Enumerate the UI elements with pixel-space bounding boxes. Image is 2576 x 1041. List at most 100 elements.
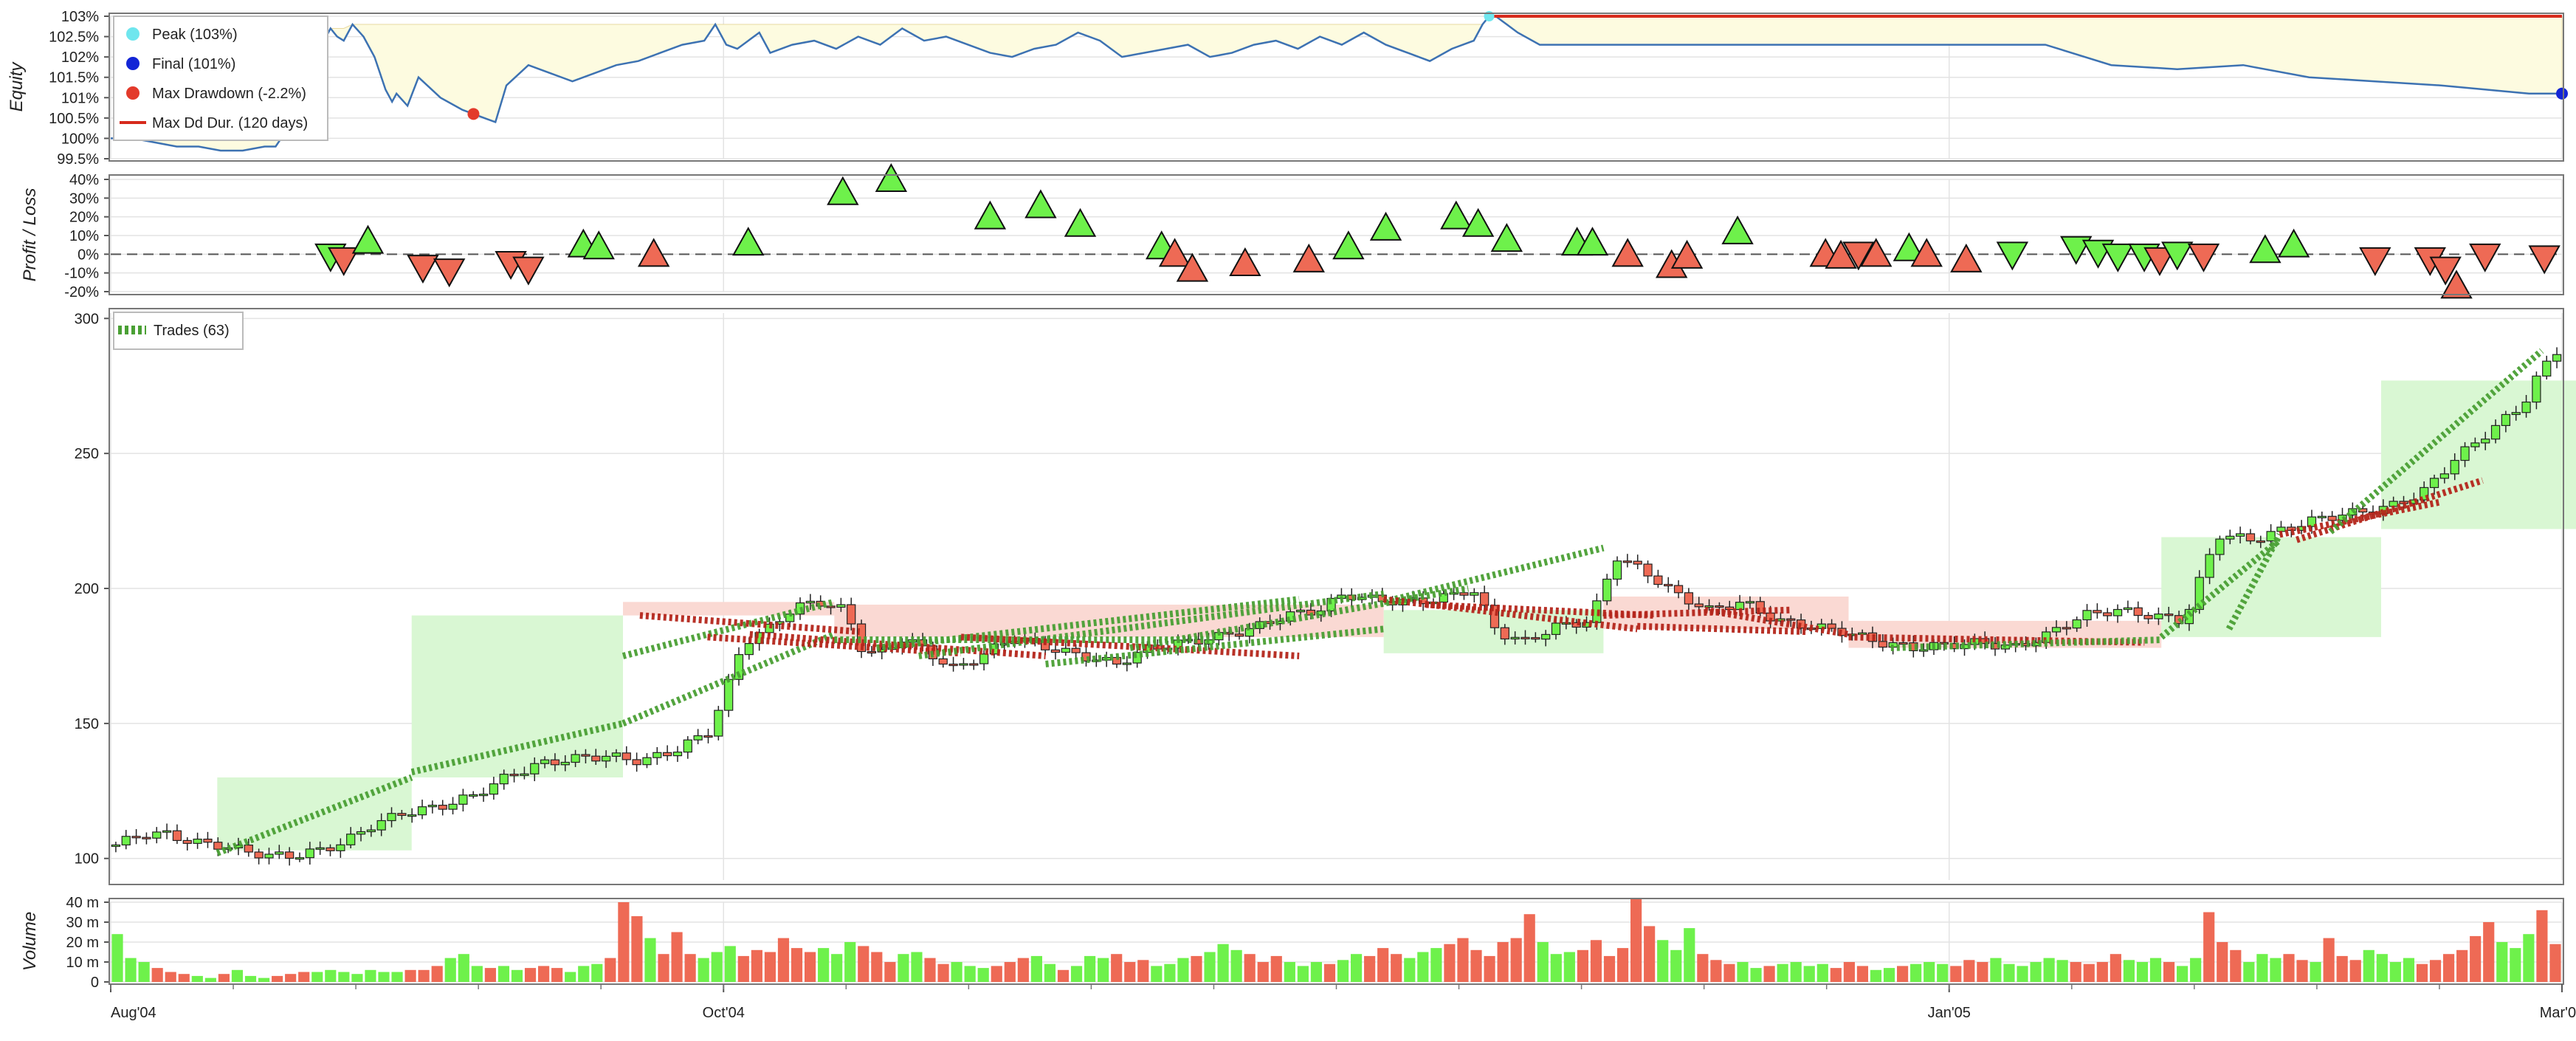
volume-bar-up	[818, 948, 830, 982]
winning-trade-line	[876, 596, 1300, 651]
candle-down	[1786, 618, 1796, 621]
candle-down	[2164, 614, 2174, 616]
candle-up	[530, 763, 540, 774]
volume-bar-down	[1616, 948, 1629, 982]
volume-bar-down	[1843, 962, 1855, 982]
long-trade-marker	[2249, 234, 2281, 264]
volume-bar-up	[2177, 966, 2188, 982]
candle-up	[1919, 649, 1929, 652]
volume-bar-up	[1563, 952, 1575, 982]
short-trade-marker	[2161, 241, 2194, 271]
candle-down	[1715, 605, 1724, 608]
volume-bar-down	[2470, 935, 2482, 982]
candle-up	[1326, 597, 1336, 612]
volume-bar-down	[871, 952, 883, 982]
candle-up	[336, 844, 345, 851]
volume-bar-down	[804, 952, 816, 982]
volume-bar-down	[1523, 914, 1535, 982]
volume-bar-up	[964, 966, 976, 982]
volume-bar-up	[325, 969, 337, 982]
candle-down	[244, 845, 253, 853]
volume-bar-up	[578, 966, 590, 982]
candle-down	[2103, 612, 2112, 616]
ohlc-y-ticks: 300 250 200 150 100	[75, 311, 109, 868]
volume-bar-down	[165, 972, 176, 982]
candle-down	[1643, 563, 1653, 577]
candle-up	[1132, 652, 1142, 664]
candle-up	[2112, 608, 2123, 616]
candle-down	[2143, 614, 2153, 619]
volume-bar-up	[1177, 958, 1189, 982]
volume-bar-down	[2349, 960, 2361, 982]
volume-y-ticks: 40 m 30 m 20 m 10 m 0	[66, 895, 109, 991]
volume-bar-down	[2203, 912, 2215, 982]
legend-final-swatch	[126, 57, 140, 70]
candle-up	[611, 752, 621, 757]
short-trade-marker	[2528, 245, 2560, 275]
volume-bar-up	[351, 974, 363, 982]
volume-bar-down	[2070, 962, 2081, 982]
candle-up	[672, 752, 683, 757]
volume-bar-down	[1457, 938, 1469, 982]
volume-bar-up	[444, 958, 456, 982]
volume-bar-down	[2456, 949, 2468, 982]
short-trade-marker	[1842, 241, 1875, 271]
candle-down	[1827, 623, 1836, 629]
candle-down	[1898, 642, 1908, 645]
candle-up	[744, 643, 754, 656]
pl-markers	[314, 162, 2560, 299]
short-trade-marker	[2143, 247, 2176, 276]
volume-bar-down	[1590, 940, 1602, 982]
pl-tick-label: 20%	[69, 210, 99, 226]
candle-down	[509, 774, 519, 777]
volume-bar-up	[338, 972, 350, 982]
equity-tick-label: 99.5%	[57, 151, 99, 168]
volume-bar-up	[497, 966, 510, 982]
volume-bar-up	[1070, 966, 1083, 982]
candle-down	[1521, 636, 1530, 639]
volume-bar-up	[1924, 962, 1935, 982]
candle-down	[254, 851, 264, 859]
volume-bar-up	[911, 952, 923, 982]
candle-up	[469, 794, 478, 797]
winning-trade-line	[1382, 544, 1605, 605]
volume-bar-up	[711, 952, 723, 982]
candle-down	[1571, 622, 1581, 628]
volume-bar-up	[1350, 954, 1363, 982]
candle-up	[315, 847, 325, 850]
volume-tick-label: 30 m	[66, 915, 99, 931]
volume-bar-down	[538, 966, 550, 982]
volume-bar-up	[1164, 963, 1176, 982]
equity-drawdown-area	[111, 16, 2563, 151]
long-trade-marker	[1950, 243, 1983, 272]
ohlc-tick-label: 250	[75, 446, 99, 462]
losing-trade-line	[1383, 596, 1638, 633]
candle-up	[305, 848, 314, 859]
volume-bar-up	[1937, 963, 1949, 982]
candles	[111, 347, 2562, 866]
losing-trade-line	[1637, 622, 1807, 636]
pl-tick-label: 10%	[69, 228, 99, 244]
volume-bar-up	[1084, 955, 1096, 982]
candle-down	[172, 830, 182, 842]
volume-bar-down	[777, 938, 790, 982]
long-trade-marker	[1024, 189, 1057, 219]
legend-maxdd-swatch	[126, 86, 140, 100]
candle-up	[121, 836, 131, 846]
final-marker	[2556, 87, 2568, 100]
equity-panel: 103%102.5%102%101.5%101%100.5%100%99.5% …	[7, 9, 2568, 168]
volume-bar-up	[471, 966, 483, 982]
pl-tick-label: 40%	[69, 172, 99, 188]
volume-bar-up	[1816, 963, 1828, 982]
candle-down	[2093, 610, 2102, 614]
pl-tick-label: 0%	[78, 247, 99, 263]
long-trade-marker	[1576, 227, 1609, 256]
short-trade-marker	[2469, 243, 2501, 272]
x-axis: Aug'04 Oct'04 Jan'05 Mar'05	[110, 984, 2576, 1021]
volume-bar-down	[991, 966, 1002, 982]
volume-bar-down	[605, 958, 616, 982]
volume-bar-up	[2496, 942, 2508, 982]
long-trade-marker	[1461, 207, 1495, 237]
candle-down	[1878, 641, 1887, 648]
legend-trades-label: Trades (63)	[154, 323, 230, 339]
